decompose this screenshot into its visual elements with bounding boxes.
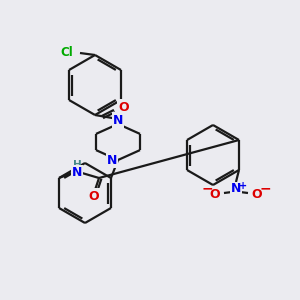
- Text: +: +: [239, 181, 247, 191]
- Text: −: −: [259, 181, 271, 195]
- Text: O: O: [89, 190, 99, 202]
- Text: N: N: [72, 167, 82, 179]
- Text: N: N: [113, 113, 123, 127]
- Text: −: −: [201, 181, 213, 195]
- Text: H: H: [73, 160, 81, 170]
- Text: Cl: Cl: [61, 46, 74, 59]
- Text: O: O: [119, 101, 129, 114]
- Text: O: O: [252, 188, 262, 202]
- Text: N: N: [107, 154, 117, 166]
- Text: O: O: [210, 188, 220, 202]
- Text: N: N: [231, 182, 241, 196]
